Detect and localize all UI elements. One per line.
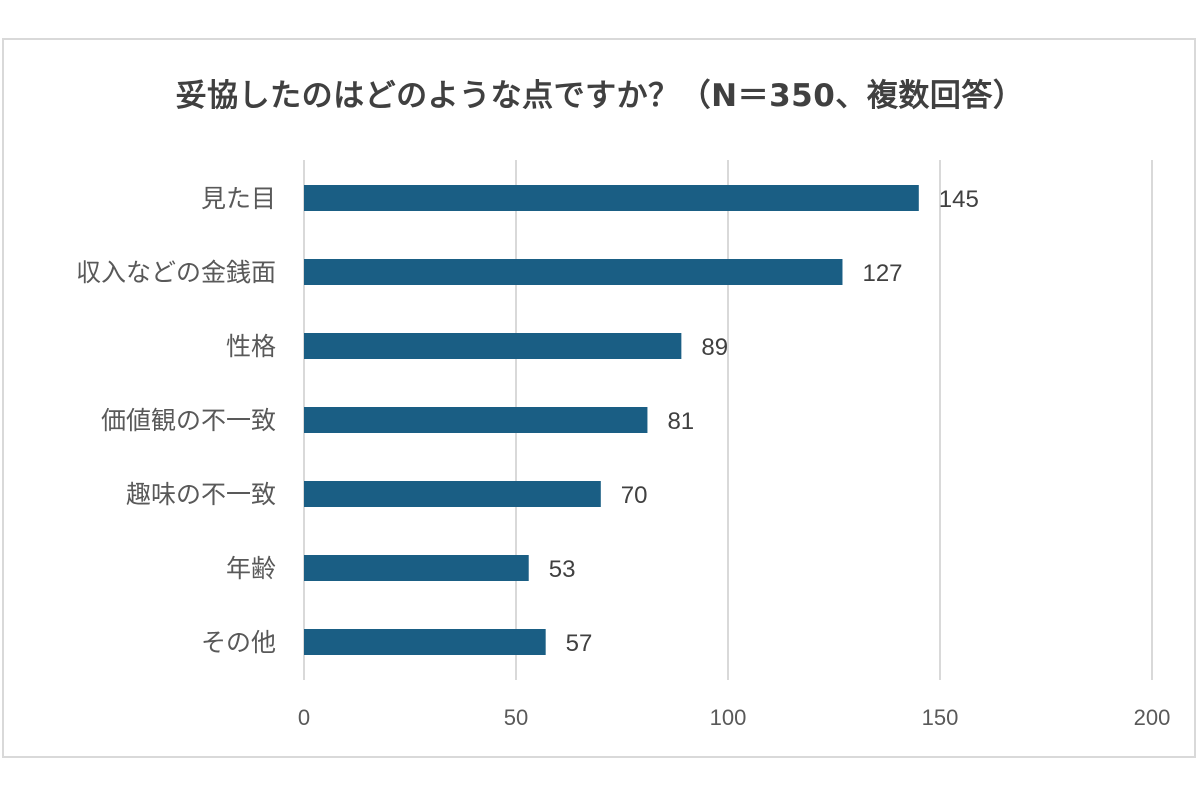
bar: [304, 259, 843, 285]
category-label: その他: [201, 628, 276, 657]
data-label: 57: [566, 630, 593, 657]
bar: [304, 407, 648, 433]
category-label: 趣味の不一致: [126, 480, 276, 509]
bar: [304, 481, 601, 507]
category-label: 価値観の不一致: [101, 406, 276, 435]
x-tick-label: 200: [1134, 705, 1171, 730]
data-label: 70: [621, 482, 648, 509]
chart-frame: [2, 38, 1196, 758]
x-tick-label: 50: [504, 705, 528, 730]
bar: [304, 629, 546, 655]
bar: [304, 185, 919, 211]
data-label: 145: [939, 186, 979, 213]
data-label: 81: [667, 408, 694, 435]
category-label: 性格: [226, 332, 276, 361]
category-label: 見た目: [201, 184, 276, 213]
chart-title: 妥協したのはどのような点ですか？（N＝350、複数回答）: [175, 78, 1025, 114]
category-label: 収入などの金銭面: [76, 258, 276, 287]
labels: 0 50 100 150 200 見た目 145 収入などの金銭面 127 性格 89 価値観の不一致…: [76, 184, 1170, 730]
data-label: 127: [862, 260, 902, 287]
data-label: 89: [701, 334, 728, 361]
bar: [304, 333, 682, 359]
x-tick-label: 0: [298, 705, 310, 730]
x-tick-label: 150: [922, 705, 959, 730]
x-tick-label: 100: [710, 705, 747, 730]
data-label: 53: [549, 556, 576, 583]
bar: [304, 555, 529, 581]
category-label: 年齢: [226, 554, 276, 583]
bars: [304, 185, 919, 655]
